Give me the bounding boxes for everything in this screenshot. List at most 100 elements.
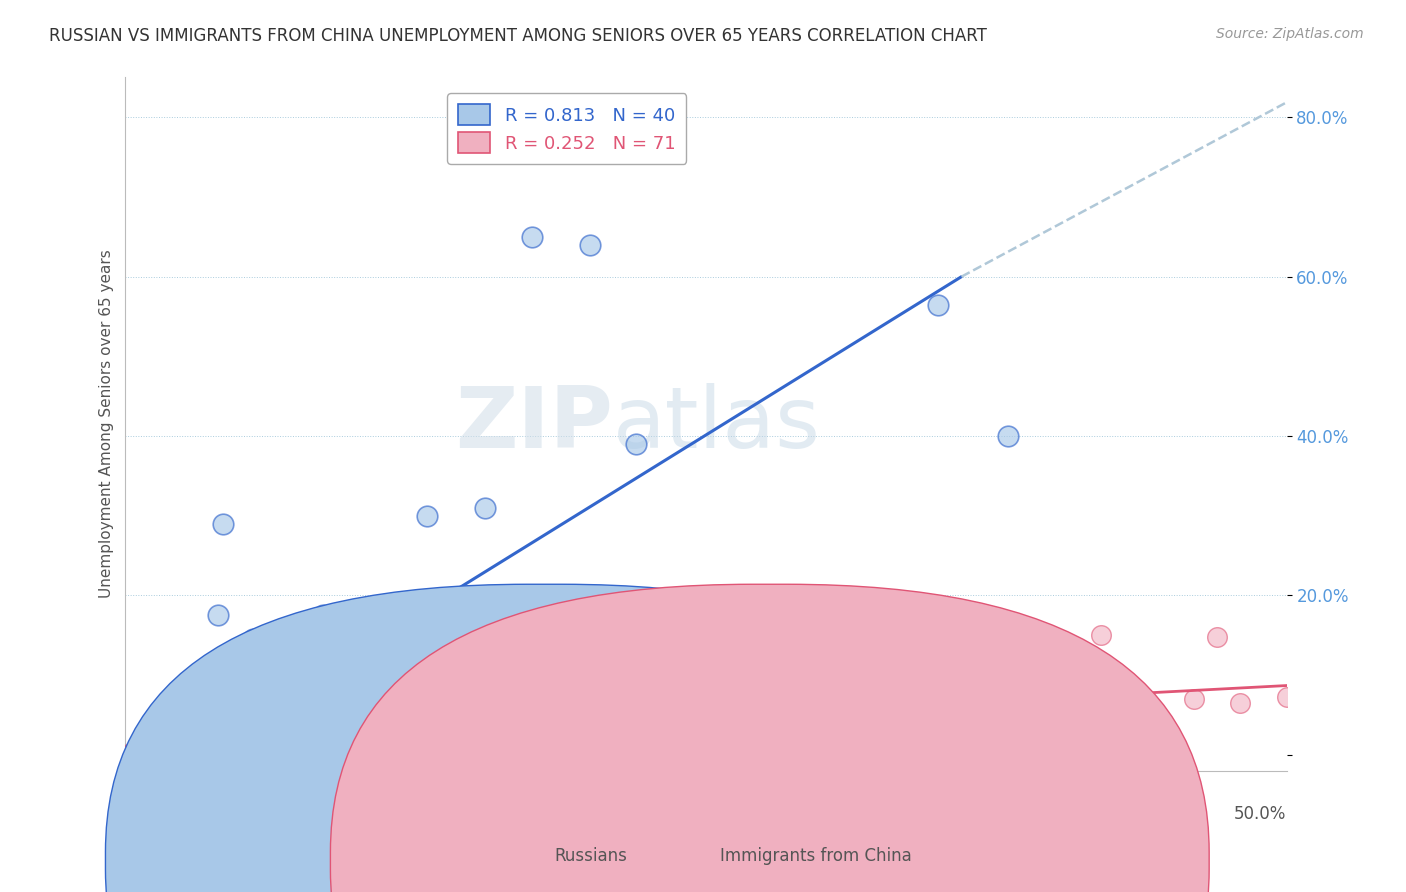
Point (202, 733, 225, 747)
Point (167, 741, 190, 756)
Point (520, 229, 543, 244)
Point (152, 742, 174, 756)
Point (312, 720, 335, 734)
Point (997, 696, 1019, 710)
Point (163, 738, 186, 752)
Legend: R = 0.813   N = 40, R = 0.252   N = 71: R = 0.813 N = 40, R = 0.252 N = 71 (447, 94, 686, 164)
Point (231, 664, 253, 678)
Point (626, 437, 648, 451)
Point (266, 644, 288, 658)
Point (188, 723, 211, 738)
Text: 0.0%: 0.0% (125, 805, 167, 823)
Point (193, 731, 215, 746)
Point (177, 735, 200, 749)
Text: Russians: Russians (554, 847, 627, 865)
Point (145, 742, 167, 756)
Point (149, 744, 172, 758)
Point (138, 739, 160, 754)
Point (323, 714, 346, 729)
Text: Immigrants from China: Immigrants from China (720, 847, 911, 865)
Point (170, 738, 193, 752)
Point (474, 500, 496, 515)
Point (1206, 630, 1229, 644)
Point (950, 701, 973, 715)
Text: Source: ZipAtlas.com: Source: ZipAtlas.com (1216, 27, 1364, 41)
Point (159, 733, 181, 747)
Point (142, 738, 165, 752)
Point (152, 738, 174, 752)
Text: 50.0%: 50.0% (1234, 805, 1286, 823)
Point (217, 731, 239, 746)
Point (277, 717, 299, 731)
Point (486, 709, 509, 723)
Point (212, 729, 235, 743)
Point (179, 738, 201, 752)
Point (335, 672, 357, 686)
Point (166, 735, 188, 749)
Point (174, 739, 197, 754)
Point (170, 728, 193, 742)
Point (249, 725, 271, 739)
Point (416, 508, 439, 523)
Point (173, 731, 195, 746)
Point (242, 632, 264, 647)
Point (212, 516, 235, 531)
Point (135, 739, 157, 754)
Point (288, 723, 311, 737)
Point (927, 644, 949, 658)
Point (346, 717, 368, 731)
Point (231, 725, 253, 739)
Point (188, 736, 211, 750)
Point (1090, 693, 1112, 707)
Point (184, 733, 207, 747)
Point (277, 652, 299, 666)
Point (125, 743, 148, 757)
Point (153, 741, 176, 756)
Text: RUSSIAN VS IMMIGRANTS FROM CHINA UNEMPLOYMENT AMONG SENIORS OVER 65 YEARS CORREL: RUSSIAN VS IMMIGRANTS FROM CHINA UNEMPLO… (49, 27, 987, 45)
Point (207, 608, 229, 623)
Point (858, 704, 880, 718)
Point (131, 741, 153, 756)
Point (765, 706, 787, 721)
Point (156, 739, 179, 754)
Point (132, 742, 155, 756)
Point (207, 733, 229, 747)
Point (405, 714, 427, 729)
Point (439, 715, 461, 730)
Point (811, 616, 834, 631)
Point (927, 297, 949, 311)
Point (173, 737, 195, 751)
Point (235, 728, 257, 742)
Point (132, 743, 155, 757)
Point (139, 741, 162, 756)
Point (1043, 700, 1066, 714)
Point (156, 736, 179, 750)
Point (193, 728, 215, 742)
Point (146, 738, 169, 752)
Point (221, 728, 243, 742)
Point (904, 698, 927, 713)
Point (533, 712, 555, 726)
Point (179, 731, 201, 745)
Point (198, 735, 221, 749)
Point (125, 744, 148, 758)
Point (370, 640, 392, 655)
Point (579, 706, 602, 721)
Point (1275, 690, 1298, 705)
Point (166, 739, 188, 754)
Point (160, 738, 183, 752)
Y-axis label: Unemployment Among Seniors over 65 years: Unemployment Among Seniors over 65 years (100, 250, 114, 599)
Point (159, 739, 181, 754)
Point (226, 731, 249, 745)
Point (202, 731, 225, 745)
Point (138, 744, 160, 758)
Point (174, 737, 197, 751)
Point (128, 744, 150, 758)
Point (146, 739, 169, 754)
Text: atlas: atlas (613, 383, 821, 466)
Point (242, 723, 264, 737)
Point (1229, 696, 1251, 710)
Point (626, 704, 648, 718)
Point (672, 708, 695, 723)
Point (811, 700, 834, 714)
